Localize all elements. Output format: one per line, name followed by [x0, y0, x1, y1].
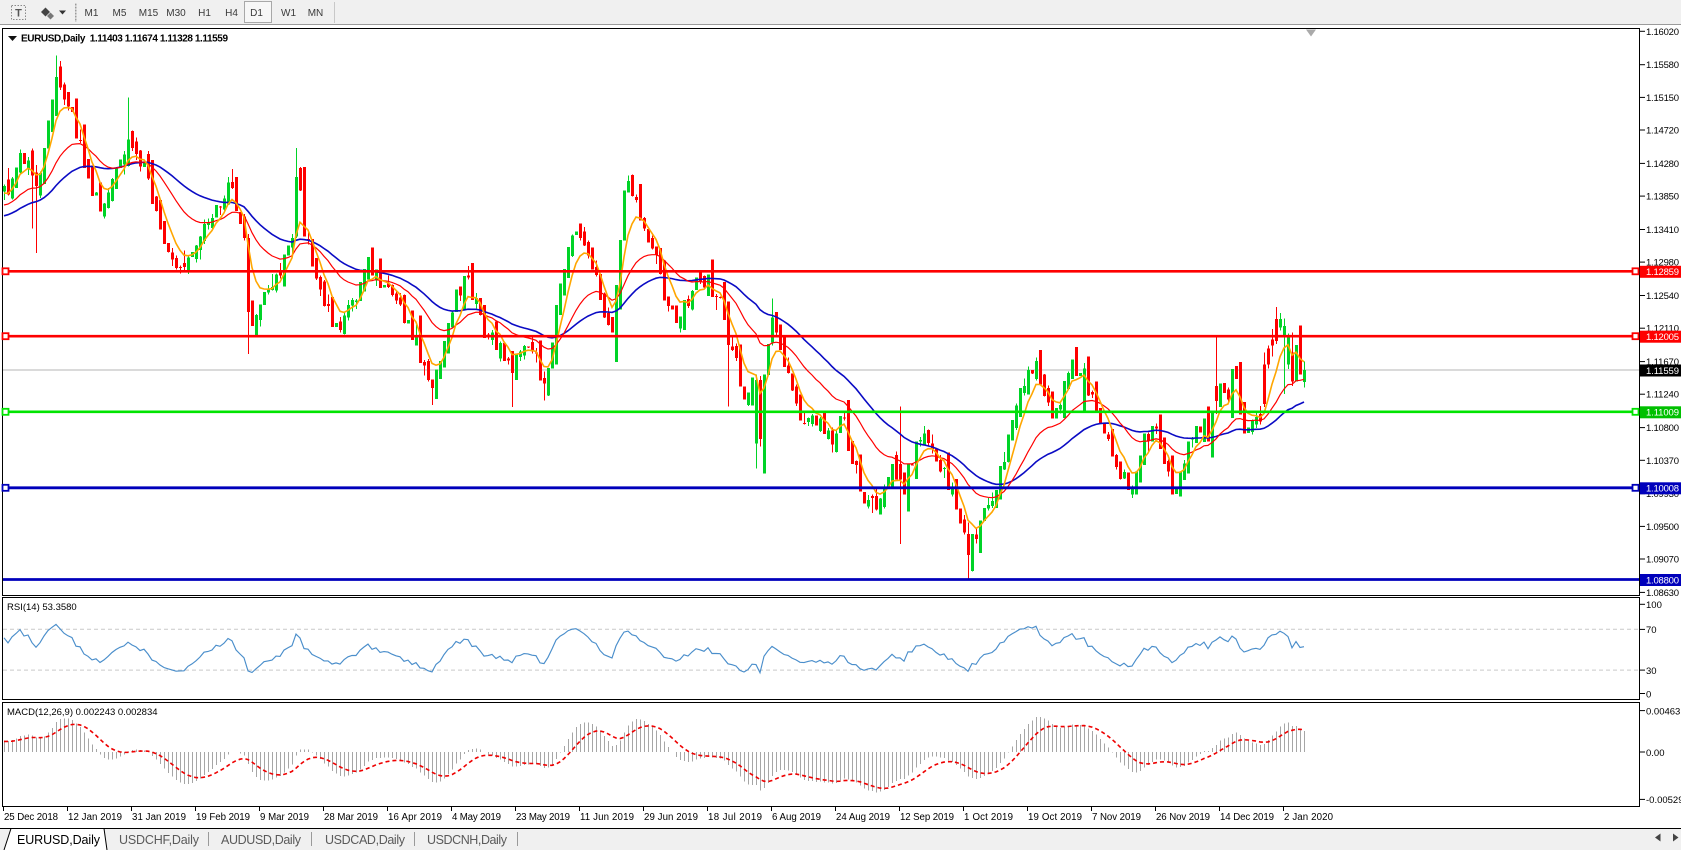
svg-text:24 Aug 2019: 24 Aug 2019 [836, 812, 890, 823]
svg-text:1.11009: 1.11009 [1646, 408, 1679, 419]
svg-text:19 Feb 2019: 19 Feb 2019 [196, 812, 250, 823]
svg-text:6 Aug 2019: 6 Aug 2019 [772, 812, 821, 823]
svg-text:-0.005299: -0.005299 [1646, 795, 1681, 806]
svg-text:1.13850: 1.13850 [1646, 192, 1679, 203]
svg-text:7 Nov 2019: 7 Nov 2019 [1092, 812, 1141, 823]
svg-text:1.12540: 1.12540 [1646, 291, 1679, 302]
svg-text:19 Oct 2019: 19 Oct 2019 [1028, 812, 1082, 823]
svg-text:M5: M5 [113, 8, 127, 19]
svg-text:1.09930: 1.09930 [1646, 489, 1679, 500]
svg-text:M15: M15 [139, 8, 159, 19]
svg-text:1.10800: 1.10800 [1646, 423, 1679, 434]
svg-text:1.12005: 1.12005 [1646, 332, 1679, 343]
svg-text:1.09500: 1.09500 [1646, 522, 1679, 533]
svg-text:1.12110: 1.12110 [1646, 324, 1679, 335]
svg-text:RSI(14) 53.3580: RSI(14) 53.3580 [7, 602, 77, 613]
svg-text:AUDUSD,Daily: AUDUSD,Daily [221, 833, 302, 847]
svg-text:MN: MN [308, 8, 324, 19]
svg-text:USDCHF,Daily: USDCHF,Daily [119, 833, 200, 847]
svg-text:W1: W1 [281, 8, 296, 19]
svg-text:1.13410: 1.13410 [1646, 225, 1679, 236]
svg-text:0.00: 0.00 [1646, 748, 1665, 759]
svg-text:1.11559: 1.11559 [1646, 366, 1679, 377]
svg-text:0.00463: 0.00463 [1646, 706, 1680, 717]
svg-text:4 May 2019: 4 May 2019 [452, 812, 501, 823]
svg-text:EURUSD,Daily 1.11403 1.11674: EURUSD,Daily 1.11403 1.11674 1.11328 1.1… [21, 34, 228, 45]
svg-text:1.15580: 1.15580 [1646, 60, 1679, 71]
svg-text:MACD(12,26,9) 0.002243 0.00283: MACD(12,26,9) 0.002243 0.002834 [7, 707, 158, 718]
svg-text:29 Jun 2019: 29 Jun 2019 [644, 812, 698, 823]
svg-text:28 Mar 2019: 28 Mar 2019 [324, 812, 378, 823]
svg-text:14 Dec 2019: 14 Dec 2019 [1220, 812, 1274, 823]
svg-text:1.11670: 1.11670 [1646, 357, 1679, 368]
svg-text:12 Jan 2019: 12 Jan 2019 [68, 812, 122, 823]
svg-text:USDCNH,Daily: USDCNH,Daily [427, 833, 508, 847]
svg-text:26 Nov 2019: 26 Nov 2019 [1156, 812, 1210, 823]
svg-text:70: 70 [1646, 625, 1657, 636]
svg-text:11 Jun 2019: 11 Jun 2019 [580, 812, 634, 823]
svg-text:1.14280: 1.14280 [1646, 159, 1679, 170]
svg-text:12 Sep 2019: 12 Sep 2019 [900, 812, 954, 823]
svg-text:100: 100 [1646, 600, 1662, 611]
svg-text:1.08630: 1.08630 [1646, 588, 1679, 599]
svg-text:H4: H4 [225, 8, 238, 19]
svg-text:T: T [15, 8, 22, 20]
svg-text:9 Mar 2019: 9 Mar 2019 [260, 812, 309, 823]
svg-text:1 Oct 2019: 1 Oct 2019 [964, 812, 1013, 823]
svg-text:1.10370: 1.10370 [1646, 456, 1679, 467]
svg-text:30: 30 [1646, 666, 1657, 677]
svg-text:31 Jan 2019: 31 Jan 2019 [132, 812, 186, 823]
svg-text:23 May 2019: 23 May 2019 [516, 812, 570, 823]
svg-text:0: 0 [1646, 689, 1651, 700]
svg-text:18 Jul 2019: 18 Jul 2019 [708, 812, 762, 823]
svg-text:16 Apr 2019: 16 Apr 2019 [388, 812, 442, 823]
svg-text:1.09070: 1.09070 [1646, 555, 1679, 566]
svg-text:M1: M1 [85, 8, 99, 19]
svg-text:2 Jan 2020: 2 Jan 2020 [1284, 812, 1334, 823]
svg-text:1.10008: 1.10008 [1646, 484, 1679, 495]
svg-text:25 Dec 2018: 25 Dec 2018 [4, 812, 58, 823]
svg-text:M30: M30 [166, 8, 186, 19]
svg-text:D1: D1 [250, 8, 263, 19]
svg-text:1.08800: 1.08800 [1646, 575, 1679, 586]
svg-text:1.12980: 1.12980 [1646, 258, 1679, 269]
svg-text:EURUSD,Daily: EURUSD,Daily [17, 833, 101, 847]
svg-text:1.11240: 1.11240 [1646, 390, 1679, 401]
svg-text:1.16020: 1.16020 [1646, 27, 1679, 38]
svg-text:USDCAD,Daily: USDCAD,Daily [325, 833, 406, 847]
svg-text:1.14720: 1.14720 [1646, 126, 1679, 137]
svg-text:H1: H1 [198, 8, 211, 19]
svg-text:1.12859: 1.12859 [1646, 267, 1679, 278]
svg-text:1.15150: 1.15150 [1646, 93, 1679, 104]
